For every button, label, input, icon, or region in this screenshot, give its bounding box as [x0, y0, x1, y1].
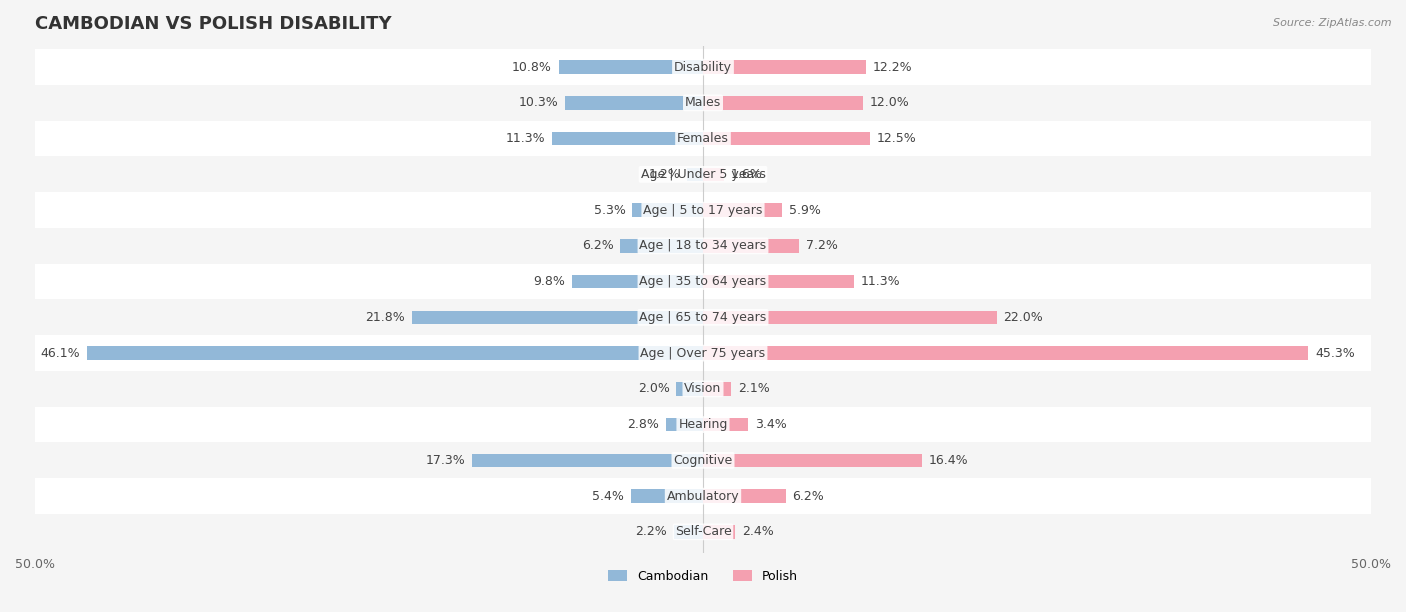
Bar — [35, 157, 1371, 192]
Bar — [35, 192, 1371, 228]
Bar — [703, 490, 786, 503]
Text: 46.1%: 46.1% — [41, 346, 80, 360]
Bar — [665, 418, 703, 431]
Bar — [676, 382, 703, 395]
Text: CAMBODIAN VS POLISH DISABILITY: CAMBODIAN VS POLISH DISABILITY — [35, 15, 392, 33]
Bar — [572, 275, 703, 288]
Bar — [703, 346, 1308, 360]
Text: 2.2%: 2.2% — [636, 525, 666, 539]
Text: 2.8%: 2.8% — [627, 418, 659, 431]
Bar — [703, 525, 735, 539]
Bar — [35, 85, 1371, 121]
Text: 3.4%: 3.4% — [755, 418, 787, 431]
Text: Age | Over 75 years: Age | Over 75 years — [641, 346, 765, 360]
Text: 9.8%: 9.8% — [533, 275, 565, 288]
Bar — [35, 478, 1371, 514]
Text: 12.5%: 12.5% — [877, 132, 917, 145]
Text: 10.8%: 10.8% — [512, 61, 553, 73]
Bar — [412, 310, 703, 324]
Text: 2.4%: 2.4% — [742, 525, 773, 539]
Text: Males: Males — [685, 96, 721, 110]
Text: 12.0%: 12.0% — [870, 96, 910, 110]
Bar — [35, 371, 1371, 407]
Text: 2.1%: 2.1% — [738, 382, 769, 395]
Text: 12.2%: 12.2% — [873, 61, 912, 73]
Text: 2.0%: 2.0% — [638, 382, 669, 395]
Bar — [553, 132, 703, 146]
Bar — [703, 453, 922, 467]
Text: Ambulatory: Ambulatory — [666, 490, 740, 502]
Text: 5.4%: 5.4% — [592, 490, 624, 502]
Legend: Cambodian, Polish: Cambodian, Polish — [603, 565, 803, 588]
Bar — [703, 203, 782, 217]
Text: Source: ZipAtlas.com: Source: ZipAtlas.com — [1274, 18, 1392, 28]
Text: Cognitive: Cognitive — [673, 454, 733, 467]
Bar — [703, 96, 863, 110]
Bar — [703, 382, 731, 395]
Bar — [558, 61, 703, 74]
Bar — [35, 442, 1371, 478]
Text: Age | Under 5 years: Age | Under 5 years — [641, 168, 765, 181]
Bar — [35, 49, 1371, 85]
Text: 7.2%: 7.2% — [806, 239, 838, 252]
Text: Disability: Disability — [673, 61, 733, 73]
Bar — [35, 264, 1371, 299]
Text: 21.8%: 21.8% — [366, 311, 405, 324]
Bar — [673, 525, 703, 539]
Text: Hearing: Hearing — [678, 418, 728, 431]
Text: 22.0%: 22.0% — [1004, 311, 1043, 324]
Text: 1.2%: 1.2% — [648, 168, 681, 181]
Bar — [703, 61, 866, 74]
Text: 11.3%: 11.3% — [860, 275, 900, 288]
Text: 6.2%: 6.2% — [793, 490, 824, 502]
Bar — [703, 132, 870, 146]
Text: Self-Care: Self-Care — [675, 525, 731, 539]
Text: 1.6%: 1.6% — [731, 168, 763, 181]
Text: 5.3%: 5.3% — [593, 204, 626, 217]
Bar — [35, 121, 1371, 157]
Bar — [35, 335, 1371, 371]
Bar — [703, 275, 853, 288]
Bar — [620, 239, 703, 253]
Text: 5.9%: 5.9% — [789, 204, 820, 217]
Text: Age | 18 to 34 years: Age | 18 to 34 years — [640, 239, 766, 252]
Bar — [703, 418, 748, 431]
Bar — [35, 299, 1371, 335]
Bar — [87, 346, 703, 360]
Bar — [35, 228, 1371, 264]
Bar — [565, 96, 703, 110]
Text: Age | 35 to 64 years: Age | 35 to 64 years — [640, 275, 766, 288]
Bar — [703, 168, 724, 181]
Text: 17.3%: 17.3% — [426, 454, 465, 467]
Text: 10.3%: 10.3% — [519, 96, 558, 110]
Bar — [703, 239, 799, 253]
Text: 16.4%: 16.4% — [929, 454, 969, 467]
Text: 11.3%: 11.3% — [506, 132, 546, 145]
Text: Vision: Vision — [685, 382, 721, 395]
Bar — [633, 203, 703, 217]
Text: 45.3%: 45.3% — [1315, 346, 1354, 360]
Bar — [35, 407, 1371, 442]
Bar — [35, 514, 1371, 550]
Text: 6.2%: 6.2% — [582, 239, 613, 252]
Bar — [688, 168, 703, 181]
Bar — [631, 490, 703, 503]
Bar — [703, 310, 997, 324]
Text: Females: Females — [678, 132, 728, 145]
Text: Age | 65 to 74 years: Age | 65 to 74 years — [640, 311, 766, 324]
Text: Age | 5 to 17 years: Age | 5 to 17 years — [644, 204, 762, 217]
Bar — [472, 453, 703, 467]
